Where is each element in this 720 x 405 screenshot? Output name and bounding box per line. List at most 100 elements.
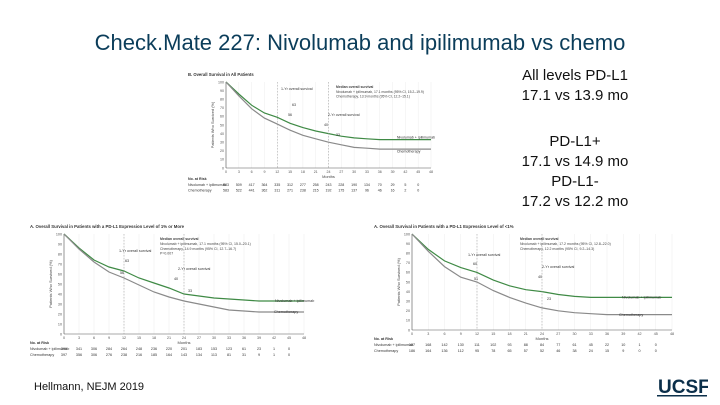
y-tick-label: 10 <box>406 319 410 323</box>
survival-annotation: 1-Yr overall survival <box>281 87 313 91</box>
risk-table-cell: 70 <box>378 183 382 187</box>
citation: Hellmann, NEJM 2019 <box>34 381 145 393</box>
y-tick-label: 40 <box>58 292 62 296</box>
risk-table-cell: 22 <box>605 343 609 347</box>
risk-table-cell: 15 <box>605 349 609 353</box>
x-tick-label: 9 <box>460 332 462 336</box>
risk-table-cell: 29 <box>391 183 395 187</box>
risk-table-cell: 277 <box>300 183 306 187</box>
x-tick-label: 45 <box>287 336 291 340</box>
survival-annotation: 56 <box>120 271 124 275</box>
x-tick-label: 6 <box>93 336 95 340</box>
y-tick-label: 60 <box>220 115 224 119</box>
risk-table-cell: 238 <box>121 353 127 357</box>
x-tick-label: 42 <box>403 170 407 174</box>
risk-table-cell: 306 <box>91 347 97 351</box>
y-tick-label: 90 <box>58 242 62 246</box>
x-tick-label: 39 <box>391 170 395 174</box>
risk-table-title: No. at Risk <box>188 177 207 181</box>
risk-table-cell: 356 <box>76 353 82 357</box>
summary-pdl1-negative-value: 17.2 vs 12.2 mo <box>521 193 629 210</box>
risk-table-cell: 284 <box>106 347 112 351</box>
y-tick-label: 80 <box>58 252 62 256</box>
y-tick-label: 10 <box>58 322 62 326</box>
overall-survival-pdl1-positive-chart: A. Overall Survival in Patients with a P… <box>30 224 314 357</box>
risk-table-cell: 164 <box>166 353 172 357</box>
survival-annotation: 40 <box>324 123 328 127</box>
y-tick-label: 90 <box>220 89 224 93</box>
risk-table-cell: 112 <box>458 349 464 353</box>
x-tick-label: 45 <box>654 332 658 336</box>
median-survival-legend-line: Chemotherapy, 14.9 months (95% CI, 12.7–… <box>160 247 236 251</box>
x-axis-label: Months <box>322 174 335 179</box>
x-tick-label: 18 <box>152 336 156 340</box>
risk-table-cell: 236 <box>151 347 157 351</box>
x-tick-label: 30 <box>572 332 576 336</box>
risk-table-cell: 134 <box>364 183 370 187</box>
risk-table-cell: 24 <box>589 349 593 353</box>
risk-table-cell: 201 <box>181 347 187 351</box>
y-tick-label: 50 <box>406 280 410 284</box>
risk-table-cell: 0 <box>417 189 419 193</box>
risk-table-cell: 16 <box>391 189 395 193</box>
x-tick-label: 18 <box>507 332 511 336</box>
y-tick-label: 50 <box>58 282 62 286</box>
x-tick-label: 6 <box>443 332 445 336</box>
y-tick-label: 40 <box>406 290 410 294</box>
risk-table-cell: 52 <box>540 349 544 353</box>
risk-table-cell: 364 <box>261 183 267 187</box>
x-tick-label: 39 <box>257 336 261 340</box>
risk-table-cell: 441 <box>249 189 255 193</box>
x-tick-label: 12 <box>275 170 279 174</box>
median-survival-legend-line: Median overall survival <box>336 85 373 89</box>
x-tick-label: 3 <box>78 336 80 340</box>
summary-subgroups: PD-L1+ 17.1 vs 14.9 mo PD-L1- 17.2 vs 12… <box>505 132 645 212</box>
risk-table-cell: 45 <box>589 343 593 347</box>
risk-table-row-label: Chemotherapy <box>188 189 212 193</box>
x-tick-label: 48 <box>429 170 433 174</box>
risk-table-cell: 362 <box>261 189 267 193</box>
risk-table-title: No. at Risk <box>30 341 50 345</box>
x-tick-label: 39 <box>621 332 625 336</box>
risk-table-cell: 130 <box>458 343 464 347</box>
survival-annotation: 33 <box>336 133 340 137</box>
overall-survival-pdl1-negative-chart: A. Overall Survival in Patients with a P… <box>374 224 674 353</box>
y-tick-label: 10 <box>220 158 224 162</box>
x-tick-label: 48 <box>302 336 306 340</box>
x-tick-label: 36 <box>378 170 382 174</box>
risk-table-cell: 311 <box>274 189 280 193</box>
risk-table-cell: 397 <box>61 353 67 357</box>
risk-table-cell: 190 <box>351 183 357 187</box>
x-axis-label: Months <box>535 336 548 341</box>
risk-table-cell: 96 <box>365 189 369 193</box>
risk-table-cell: 10 <box>621 343 625 347</box>
series-end-label: Chemotherapy <box>619 313 643 317</box>
survival-annotation: 60 <box>473 262 477 266</box>
risk-table-cell: 183 <box>196 347 202 351</box>
x-tick-label: 9 <box>263 170 265 174</box>
x-tick-label: 30 <box>352 170 356 174</box>
risk-table-cell: 77 <box>556 343 560 347</box>
risk-table-cell: 396 <box>61 347 67 351</box>
risk-table-title: No. at Risk <box>374 337 394 341</box>
risk-table-cell: 306 <box>91 353 97 357</box>
x-tick-label: 33 <box>365 170 369 174</box>
risk-table-cell: 215 <box>313 189 319 193</box>
y-tick-label: 0 <box>222 166 224 170</box>
risk-table-cell: 0 <box>655 349 657 353</box>
x-tick-label: 21 <box>167 336 171 340</box>
risk-table-cell: 88 <box>524 343 528 347</box>
risk-table-cell: 168 <box>425 343 431 347</box>
y-tick-label: 30 <box>220 141 224 145</box>
risk-table-cell: 248 <box>136 347 142 351</box>
y-axis-label: Patients Who Survived (%) <box>210 101 215 148</box>
risk-table-cell: 134 <box>196 353 202 357</box>
risk-table-cell: 583 <box>223 189 229 193</box>
y-tick-label: 20 <box>220 149 224 153</box>
median-survival-legend-line: P=0.007 <box>160 252 173 256</box>
x-axis-label: Months <box>177 340 190 345</box>
x-tick-label: 18 <box>301 170 305 174</box>
overall-survival-all-patients-chart: B. Overall Survival in All Patients01020… <box>188 72 435 193</box>
median-survival-legend-line: Nivolumab + ipilimumab, 17.1 months (95%… <box>160 242 251 246</box>
x-tick-label: 15 <box>491 332 495 336</box>
